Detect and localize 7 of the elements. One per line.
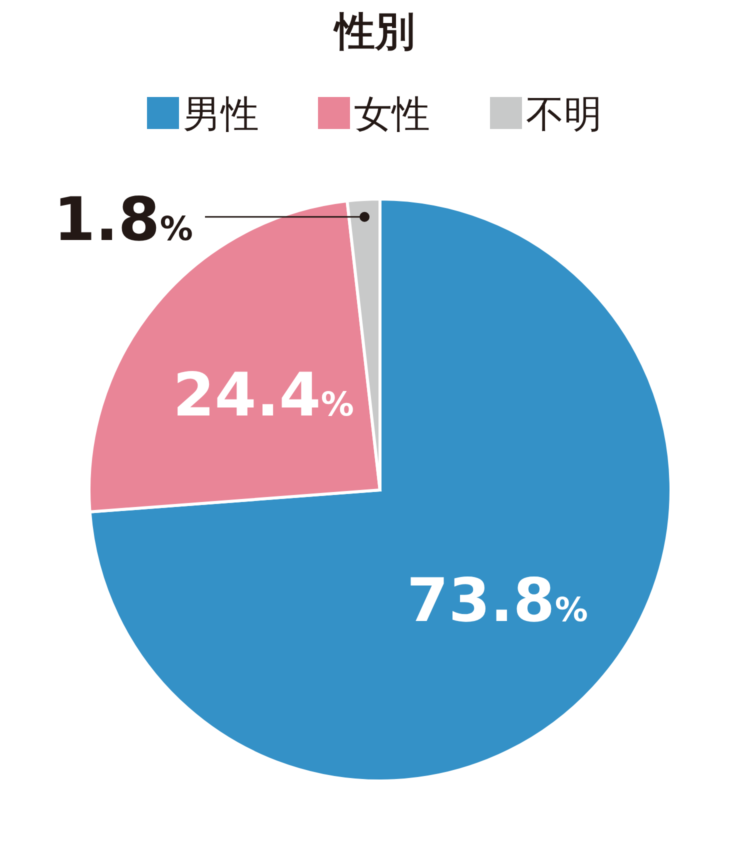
data-label: 1.8% [54, 184, 193, 255]
legend-label: 女性 [354, 92, 430, 136]
legend-label: 不明 [526, 92, 602, 136]
legend-label: 男性 [183, 92, 259, 136]
data-label: 24.4% [172, 360, 354, 431]
chart-title: 性別 [333, 9, 415, 55]
data-label: 73.8% [406, 566, 588, 636]
